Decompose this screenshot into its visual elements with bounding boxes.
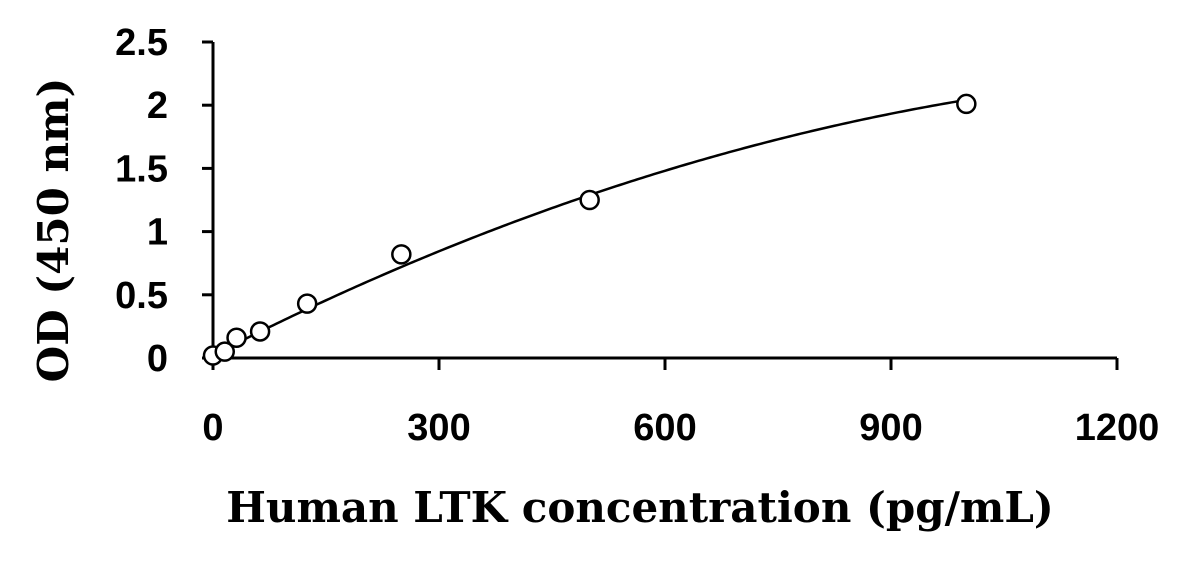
y-axis-title: OD (450 nm): [29, 78, 78, 383]
y-tick-label: 1: [147, 212, 168, 254]
y-tick-label: 1.5: [115, 148, 168, 190]
y-tick-label: 0.5: [115, 275, 168, 317]
data-point: [296, 293, 318, 314]
fit-curve: [212, 98, 967, 357]
x-tick-label: 0: [202, 407, 223, 449]
data-point: [226, 327, 247, 349]
x-tick-label: 300: [407, 407, 470, 449]
x-axis: 0 300 600 900 1200 Human LTK concentration (…: [202, 356, 1159, 532]
y-tick-label: 0: [147, 338, 168, 380]
y-axis: 0 0.5 1 1.5 2 2.5 OD (450 nm): [29, 22, 215, 383]
y-ticks: 0 0.5 1 1.5 2 2.5: [115, 22, 213, 380]
y-tick-label: 2.5: [115, 22, 168, 64]
data-point: [391, 244, 412, 265]
data-point: [956, 93, 977, 115]
x-tick-label: 600: [633, 407, 696, 449]
x-tick-label: 1200: [1075, 407, 1160, 449]
plot-area: [202, 93, 977, 366]
x-tick-label: 900: [859, 407, 922, 449]
data-point: [249, 321, 271, 342]
data-point: [214, 341, 236, 362]
y-tick-label: 2: [147, 85, 168, 127]
x-ticks: 0 300 600 900 1200: [202, 358, 1159, 449]
data-point: [579, 189, 600, 211]
x-axis-title: Human LTK concentration (pg/mL): [226, 483, 1054, 532]
